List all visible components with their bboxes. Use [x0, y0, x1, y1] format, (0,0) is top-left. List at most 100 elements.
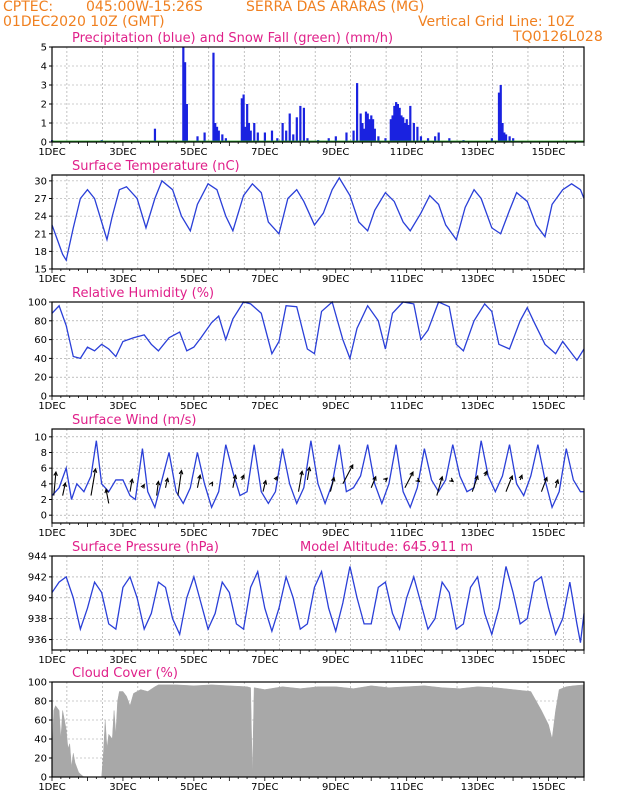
panel-frame [51, 555, 585, 651]
precip-bar [409, 105, 412, 142]
precip-bar [497, 92, 501, 142]
wind-vector [306, 467, 311, 481]
precip-bar [426, 138, 430, 142]
panel-pres: 936 938 940 942 944 1DEC 3DEC 5DEC 7DEC 9DEC 11DEC… [28, 540, 585, 666]
temp-series-line [51, 176, 585, 262]
wind-vector-head [178, 469, 184, 475]
panel-cloud: 0 20 40 60 80 100 1DEC 3DEC 5DEC 7DEC 9DEC 11DEC 13D… [28, 666, 585, 793]
wind-vector [53, 472, 57, 496]
x-tick-label: 7DEC [251, 274, 278, 285]
cloud-area [51, 684, 585, 778]
x-tick-label: 15DEC [532, 655, 566, 666]
panel-title: Precipitation (blue) and Snow Fall (gree… [72, 31, 393, 46]
x-tick-label: 13DEC [461, 401, 495, 412]
precip-bar [377, 136, 380, 142]
x-tick-label: 9DEC [322, 528, 349, 539]
x-tick-label: 11DEC [390, 147, 424, 158]
wind-vector [105, 489, 110, 504]
wind-vector-head [240, 474, 245, 480]
panel-wind: 0 2 4 6 8 10 1DEC 3DEC 5DEC 7DEC 9DEC 11DEC 13DEC 15D… [34, 413, 585, 539]
wind-vector-head [483, 470, 488, 476]
x-tick-label: 1DEC [38, 274, 65, 285]
y-tick-label: 80 [34, 697, 47, 708]
x-tick-label: 1DEC [38, 528, 65, 539]
x-tick-label: 5DEC [180, 274, 207, 285]
wind-vector [329, 477, 335, 492]
header-run: 01DEC2020 10Z (GMT) [3, 14, 165, 30]
precip-bar [285, 130, 288, 142]
x-tick-label: 3DEC [109, 147, 136, 158]
x-tick-label: 1DEC [38, 655, 65, 666]
wind-vector-head [439, 475, 444, 481]
x-tick-label: 7DEC [251, 401, 278, 412]
panel-temp: 15 18 21 24 27 30 1DEC 3DEC 5DEC 7DEC 9DEC 11DEC 13D… [34, 159, 585, 285]
precip-bar [391, 115, 394, 142]
y-tick-label: 944 [28, 552, 47, 563]
wind-vector-head [208, 481, 214, 487]
y-tick-label: 20 [34, 373, 47, 384]
y-tick-label: 30 [34, 176, 47, 187]
y-tick-label: 936 [28, 635, 47, 646]
x-tick-label: 15DEC [532, 147, 566, 158]
precip-bar [504, 134, 508, 142]
precip-bar [366, 113, 369, 142]
wind-vector-head [508, 474, 514, 481]
precip-bar [276, 138, 279, 142]
precip-bar [419, 136, 423, 142]
y-tick-label: 940 [28, 593, 47, 604]
precip-bar [499, 85, 502, 142]
precip-bar [240, 98, 243, 142]
y-tick-label: 3 [41, 81, 47, 92]
precip-bar [361, 123, 364, 142]
x-tick-label: 11DEC [390, 528, 424, 539]
wind-vector-head [155, 480, 161, 486]
wind-vector [62, 482, 66, 496]
wind-vector-head [554, 478, 560, 484]
y-tick-label: 27 [34, 194, 47, 205]
x-tick-label: 3DEC [109, 401, 136, 412]
precip-bar [292, 134, 295, 142]
wind-vector-head [474, 474, 479, 481]
precip-bar [359, 113, 362, 142]
wind-vector-head [518, 474, 523, 480]
y-tick-label: 0 [41, 138, 47, 149]
wind-vector-head [415, 477, 421, 483]
precip-bar [501, 123, 504, 142]
x-tick-label: 13DEC [461, 274, 495, 285]
precip-bar [407, 124, 410, 142]
y-tick-label: 942 [28, 572, 47, 583]
precip-bar [196, 136, 199, 142]
wind-vector [436, 476, 443, 496]
x-tick-label: 11DEC [390, 655, 424, 666]
panel-frame [51, 428, 585, 524]
wind-vector [404, 471, 414, 489]
precip-bar [345, 132, 348, 142]
wind-vector-head [273, 475, 278, 481]
y-tick-label: 24 [34, 212, 47, 223]
x-tick-label: 7DEC [251, 147, 278, 158]
x-tick-label: 7DEC [251, 782, 278, 793]
wind-vector-head [449, 477, 455, 483]
y-tick-label: 5 [41, 43, 47, 54]
precip-bar [247, 123, 251, 142]
y-tick-label: 60 [34, 335, 47, 346]
wind-vector-head [129, 477, 134, 484]
x-tick-label: 1DEC [38, 401, 65, 412]
precip-bar [373, 128, 376, 142]
wind-vector [471, 475, 479, 492]
x-tick-label: 7DEC [251, 655, 278, 666]
panel-rh: 0 20 40 60 80 100 1DEC 3DEC 5DEC 7DEC 9DEC 11DEC 13D… [28, 286, 585, 412]
precip-bar [393, 105, 396, 142]
precip-bar [182, 47, 185, 142]
wind-vector-head [349, 463, 354, 470]
x-tick-label: 5DEC [180, 782, 207, 793]
precip-bar [295, 117, 298, 142]
wind-vector-head [92, 467, 98, 473]
precip-bar [249, 130, 252, 142]
x-tick-label: 9DEC [322, 655, 349, 666]
x-tick-label: 5DEC [180, 655, 207, 666]
wind-vector [164, 478, 169, 488]
x-tick-label: 11DEC [390, 274, 424, 285]
precip-bar [256, 132, 259, 142]
